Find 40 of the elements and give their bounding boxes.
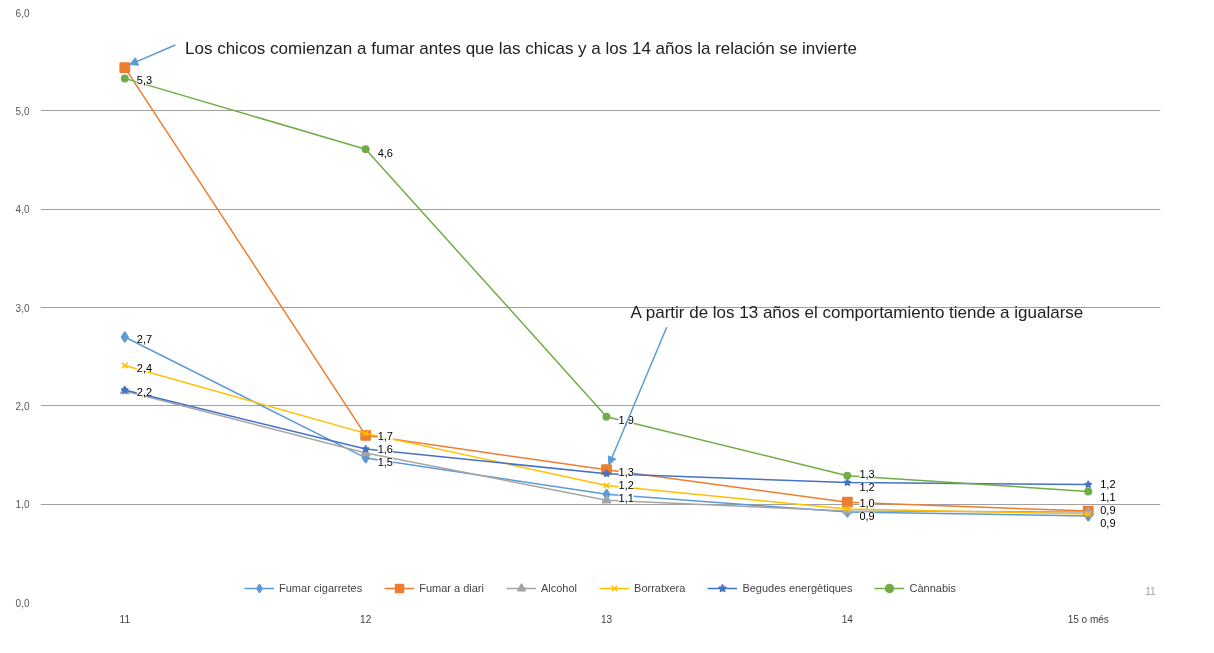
y-tick-label: 0,0 [15, 597, 30, 609]
x-tick-label: 13 [600, 613, 613, 625]
x-tick-label: 14 [841, 613, 854, 625]
data-label: 1,2 [1100, 477, 1116, 490]
data-label: 0,9 [1100, 503, 1116, 516]
data-label: 0,9 [859, 510, 875, 523]
legend-label: Cànnabis [909, 582, 956, 594]
legend-label: Fumar a diari [419, 582, 484, 594]
data-label: 2,4 [136, 361, 153, 374]
y-tick-label: 1,0 [15, 499, 30, 511]
data-label: 1,5 [377, 455, 393, 468]
data-label: 1,1 [618, 491, 634, 504]
annotation: Los chicos comienzan a fumar antes que las chicas y a los 14 años la relación se invierte [185, 38, 857, 58]
x-tick-label: 15 o més [1067, 613, 1109, 625]
data-label: 1,3 [859, 467, 875, 480]
y-tick-label: 6,0 [15, 7, 30, 19]
data-label: 5,3 [136, 74, 153, 87]
legend-label: Alcohol [540, 582, 578, 594]
data-label: 1,2 [859, 480, 875, 493]
data-label: 2,7 [136, 333, 153, 345]
data-label: 1,2 [618, 478, 634, 491]
data-label: 1,0 [859, 497, 875, 510]
y-tick-label: 4,0 [15, 204, 30, 216]
y-tick-label: 5,0 [15, 105, 30, 117]
x-tick-label: 11 [119, 613, 131, 625]
legend-label: Begudes energètiques [742, 582, 853, 594]
data-label: 0,9 [1100, 516, 1116, 529]
data-label: 4,6 [377, 147, 393, 160]
annotation: 11 [1145, 585, 1157, 597]
y-tick-label: 3,0 [15, 302, 30, 314]
data-label: 1,7 [377, 429, 393, 442]
x-tick-label: 12 [360, 613, 372, 625]
data-label: 1,3 [618, 465, 634, 478]
data-label: 2,2 [136, 386, 153, 399]
annotation: A partir de los 13 años el comportamiento tiende a igualarse [630, 303, 1084, 323]
data-label: 1,6 [377, 442, 393, 455]
data-label: 1,1 [1100, 490, 1116, 503]
legend-label: Fumar cigarretes [279, 582, 363, 594]
y-tick-label: 2,0 [15, 400, 30, 412]
legend-label: Borratxera [634, 582, 686, 594]
